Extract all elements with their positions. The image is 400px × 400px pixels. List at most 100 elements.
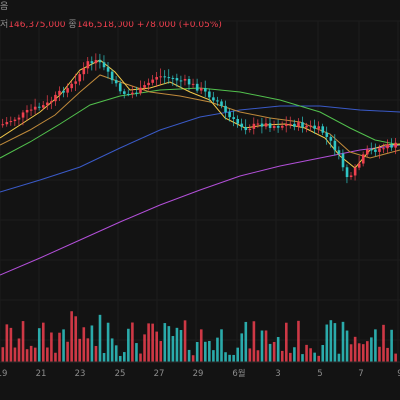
volume-bar xyxy=(25,349,29,362)
candle-body xyxy=(378,148,381,152)
volume-bar xyxy=(394,353,397,362)
volume-bar xyxy=(1,347,5,362)
candle-body xyxy=(199,88,203,91)
volume-bar xyxy=(175,327,179,362)
volume-bar xyxy=(195,341,199,362)
volume-bar xyxy=(212,350,215,362)
volume-bar xyxy=(199,329,203,362)
x-tick-label: 21 xyxy=(36,369,47,379)
volume-bar xyxy=(110,338,114,362)
volume-bar xyxy=(143,334,146,362)
volume-bar xyxy=(337,353,341,362)
close-value: 146,518,000 xyxy=(76,20,134,30)
volume-bar xyxy=(37,328,41,362)
candle-body xyxy=(163,76,167,78)
candle-body xyxy=(264,123,268,127)
volume-bar xyxy=(62,329,65,362)
volume-bar xyxy=(33,347,37,362)
volume-bar xyxy=(317,355,320,362)
x-tick-label: 7 xyxy=(358,369,363,379)
x-tick-label: 29 xyxy=(193,369,204,379)
volume-bar xyxy=(171,336,175,362)
candle-body xyxy=(151,79,154,83)
volume-bar xyxy=(90,325,94,362)
candle-body xyxy=(102,62,106,68)
candle-body xyxy=(289,123,292,125)
candle-body xyxy=(329,136,333,141)
volume-bar xyxy=(187,349,191,362)
candle-body xyxy=(220,101,223,106)
volume-bar xyxy=(123,352,126,362)
candle-body xyxy=(37,106,41,108)
volume-bar xyxy=(280,350,284,362)
volume-bar xyxy=(5,324,9,362)
candle-body xyxy=(110,71,114,81)
candle-body xyxy=(256,123,260,125)
candle-body xyxy=(280,125,284,128)
volume-bar xyxy=(228,354,231,362)
volume-bar xyxy=(325,324,329,362)
candle-body xyxy=(131,92,134,95)
volume-bar xyxy=(256,350,260,362)
candle-body xyxy=(175,78,179,81)
volume-bar xyxy=(54,352,57,362)
candle-body xyxy=(191,83,195,85)
candle-body xyxy=(244,126,248,131)
volume-bar xyxy=(131,322,134,362)
volume-bar xyxy=(305,344,308,362)
volume-bar xyxy=(252,321,256,362)
candle-body xyxy=(66,88,69,93)
volume-bar xyxy=(86,338,90,362)
candle-body xyxy=(139,87,142,93)
x-tick-label: 5 xyxy=(317,369,322,379)
candle-body xyxy=(17,117,21,120)
candle-body xyxy=(390,144,393,148)
volume-bar xyxy=(102,353,106,362)
volume-bar xyxy=(285,322,288,362)
volume-bar xyxy=(349,344,353,362)
candle-body xyxy=(127,93,130,95)
volume-bar xyxy=(297,320,300,362)
candle-body xyxy=(183,78,187,81)
volume-bar xyxy=(50,332,53,362)
volume-bar xyxy=(240,333,244,362)
candle-body xyxy=(349,175,353,178)
x-tick-label: 9 xyxy=(397,369,400,379)
volume-bar xyxy=(309,348,312,362)
candle-body xyxy=(353,167,357,176)
ohlc-values: 저146,375,000 종146,518,000 +78,000 (+0.05… xyxy=(0,20,222,31)
volume-bar xyxy=(82,327,86,362)
volume-bar xyxy=(224,352,227,362)
x-tick-label: 23 xyxy=(75,369,86,379)
volume-bar xyxy=(58,332,61,362)
candle-body xyxy=(78,74,82,82)
candle-body xyxy=(240,123,244,127)
candle-body xyxy=(135,92,138,94)
close-label: 종 xyxy=(68,20,77,30)
volume-bar xyxy=(118,355,122,362)
volume-bar xyxy=(333,323,337,362)
candle-body xyxy=(42,105,45,108)
volume-bar xyxy=(151,323,154,362)
volume-bar xyxy=(216,337,219,362)
volume-bar xyxy=(204,341,207,362)
candle-body xyxy=(98,60,102,63)
volume-bar xyxy=(268,343,272,362)
candle-body xyxy=(309,125,312,127)
candle-body xyxy=(118,83,122,92)
candle-body xyxy=(1,124,5,126)
volume-bar xyxy=(114,345,118,362)
volume-bar xyxy=(301,354,304,362)
candle-body xyxy=(216,100,219,102)
volume-bar xyxy=(248,348,252,362)
volume-bar xyxy=(390,329,393,362)
moving-averages xyxy=(0,59,400,276)
candle-body xyxy=(357,163,361,168)
ma-blue-line xyxy=(0,105,400,193)
candle-body xyxy=(345,167,349,178)
candle-body xyxy=(285,123,288,126)
candle-body xyxy=(317,126,320,129)
volume-bar xyxy=(167,326,171,362)
candle-body xyxy=(9,121,13,123)
